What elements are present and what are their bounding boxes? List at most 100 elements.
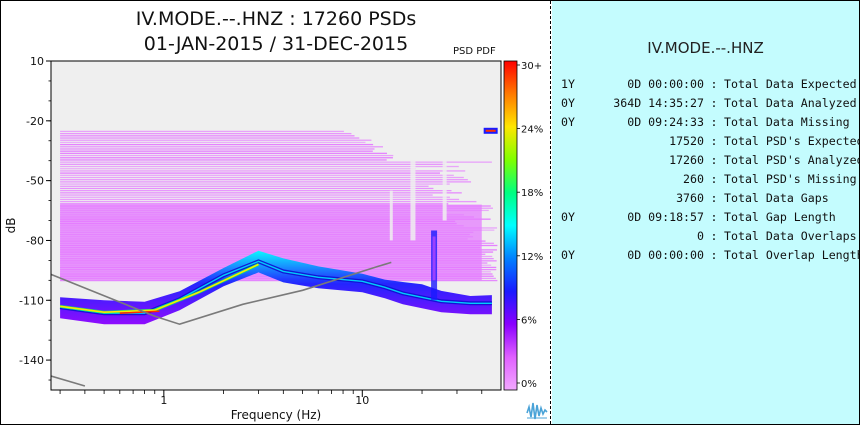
stat-separator: : xyxy=(710,115,718,129)
psd-streak xyxy=(60,190,452,192)
stat-value: 0D 00:00:00 xyxy=(627,77,704,91)
stat-row: 1Y 0D 00:00:00: Total Data Expected xyxy=(561,75,860,94)
panel-divider xyxy=(550,1,551,424)
x-axis-label: Frequency (Hz) xyxy=(231,408,322,422)
stat-count: 0Y xyxy=(561,248,575,262)
psd-streak xyxy=(60,170,466,172)
psd-streak xyxy=(60,181,472,183)
psd-streak xyxy=(60,150,373,152)
colorbar: 30+ 24% 18% 12% 6% 0% xyxy=(503,60,543,391)
spike-core xyxy=(432,236,436,281)
stat-row: 0Y 0D 00:00:00: Total Overlap Length xyxy=(561,246,860,265)
stat-separator: : xyxy=(710,96,718,110)
psd-streak xyxy=(60,132,352,135)
stat-label: Total PSD's Analyzed xyxy=(724,153,860,167)
psd-streak xyxy=(60,148,375,150)
y-tick-label: -20 xyxy=(26,115,44,128)
colorbar-tick-label: 18% xyxy=(521,188,543,199)
y-tick-label: -50 xyxy=(26,175,44,188)
sparse-psd-band xyxy=(60,130,498,282)
stat-label: Total Gap Length xyxy=(724,210,836,224)
psd-streak xyxy=(60,159,387,161)
low-noise-model-curve xyxy=(51,375,86,387)
colorbar-tick-label: 12% xyxy=(521,252,543,263)
band-notch xyxy=(442,140,447,221)
stat-separator: : xyxy=(710,172,718,186)
psd-streak xyxy=(60,194,433,196)
y-axis-label: dB xyxy=(4,218,18,234)
stat-row: 17260: Total PSD's Analyzed xyxy=(561,151,860,170)
stat-value: 0D 00:00:00 xyxy=(627,248,704,262)
psd-streak xyxy=(60,192,462,194)
psd-pdf-label: PSD PDF xyxy=(453,46,496,57)
y-axis: 10 -20 -50 -80 -110 -140 xyxy=(19,55,51,381)
stat-label: Total Data Overlaps xyxy=(724,229,857,243)
stat-row: 260: Total PSD's Missing xyxy=(561,170,860,189)
stat-separator: : xyxy=(710,153,718,167)
stat-separator: : xyxy=(710,134,718,148)
stat-label: Total PSD's Missing xyxy=(724,172,857,186)
psd-streak xyxy=(60,200,477,203)
stats-station-title: IV.MODE.--.HNZ xyxy=(647,39,764,57)
psd-streak xyxy=(60,174,454,176)
plot-border xyxy=(50,60,502,391)
psd-streak xyxy=(60,168,416,170)
stat-row: 17520: Total PSD's Expected xyxy=(561,132,860,151)
chart-title-line1: IV.MODE.--.HNZ : 17260 PSDs xyxy=(135,8,417,30)
psd-streak xyxy=(60,198,460,201)
psd-streak xyxy=(60,165,459,168)
psd-streak xyxy=(60,154,394,157)
colorbar-tick-label: 6% xyxy=(521,315,537,326)
stat-count: 0Y xyxy=(561,115,575,129)
stat-label: Total Data Expected xyxy=(724,77,857,91)
stat-separator: : xyxy=(710,229,718,243)
stat-label: Total PSD's Expected xyxy=(724,134,860,148)
stat-row: 3760: Total Data Gaps xyxy=(561,189,860,208)
peak-line-yellow xyxy=(59,263,259,314)
psd-pdf-chart: 10 -20 -50 -80 -110 -140 1 10 dB Frequency (Hz… xyxy=(4,55,543,422)
colorbar-tick-label: 24% xyxy=(521,125,543,136)
peak-line-red xyxy=(119,310,160,315)
x-tick-label: 1 xyxy=(160,394,167,407)
stat-row: 0: Total Data Overlaps xyxy=(561,227,860,246)
stat-value: 260 xyxy=(683,172,704,186)
psd-streak xyxy=(60,135,355,137)
density-ridge xyxy=(59,127,498,325)
stat-value: 3760 xyxy=(676,191,704,205)
psd-streak xyxy=(60,141,366,144)
psd-streak xyxy=(60,157,393,159)
stat-value: 0 xyxy=(697,229,704,243)
logo-waveform-icon xyxy=(526,402,548,420)
band-notch xyxy=(389,190,393,241)
psd-streak xyxy=(60,143,374,146)
y-tick-label: 10 xyxy=(30,55,44,68)
y-tick-label: -80 xyxy=(26,234,44,247)
stats-table: 1Y 0D 00:00:00: Total Data Expected 0Y 364D… xyxy=(561,75,860,265)
psd-streak xyxy=(60,163,446,165)
y-tick-label: -140 xyxy=(19,354,44,367)
x-axis: 1 10 xyxy=(59,390,483,407)
colorbar-gradient xyxy=(503,60,518,391)
stat-value: 0D 09:24:33 xyxy=(627,115,704,129)
chart-title: IV.MODE.--.HNZ : 17260 PSDs 01-JAN-2015 … xyxy=(1,7,551,57)
psd-streak xyxy=(60,172,440,174)
stat-value: 17520 xyxy=(669,134,704,148)
stat-separator: : xyxy=(710,191,718,205)
colorbar-tick-label: 0% xyxy=(521,379,537,390)
stat-value: 0D 09:18:57 xyxy=(627,210,704,224)
psd-streak xyxy=(60,203,449,205)
psd-streak xyxy=(60,179,468,181)
stat-label: Total Data Gaps xyxy=(724,191,829,205)
stat-count: 0Y xyxy=(561,96,575,110)
stat-separator: : xyxy=(710,210,718,224)
psd-streak xyxy=(60,152,388,155)
psd-streak xyxy=(60,196,450,198)
psd-streak xyxy=(60,185,429,187)
stat-separator: : xyxy=(710,248,718,262)
psd-streak xyxy=(60,139,372,141)
stat-separator: : xyxy=(710,77,718,91)
psd-streak xyxy=(60,187,434,190)
colorbar-tick-label: 30+ xyxy=(521,61,542,72)
stats-panel: IV.MODE.--.HNZ 1Y 0D 00:00:00: Total Data … xyxy=(552,1,860,424)
